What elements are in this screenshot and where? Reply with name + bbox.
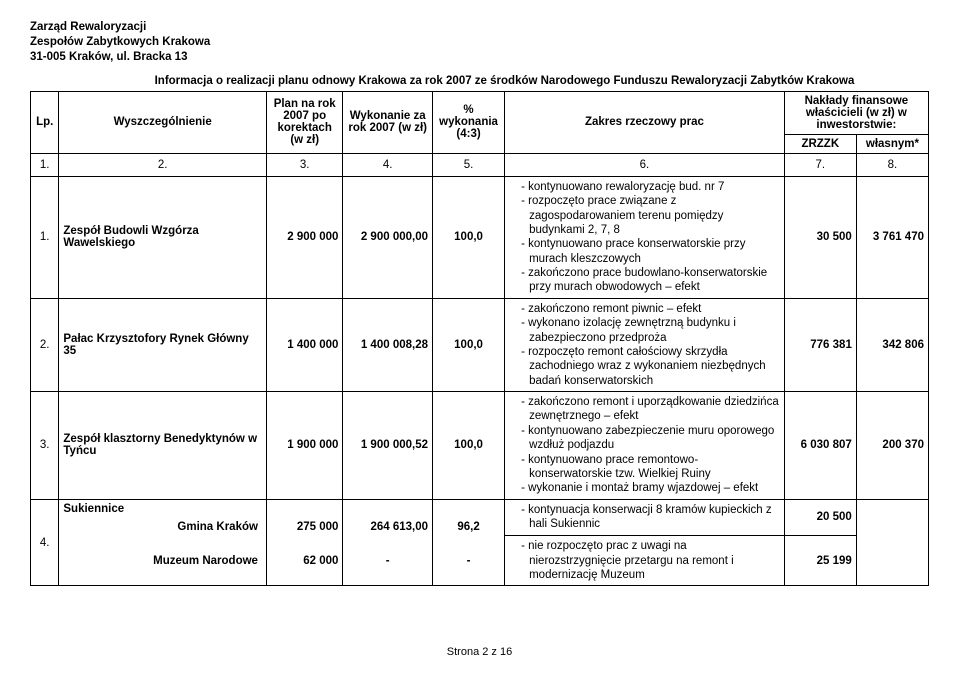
- empty-cell: [343, 499, 433, 518]
- row-name: Zespół klasztorny Benedyktynów w Tyńcu: [59, 392, 267, 500]
- col-lp: Lp.: [31, 91, 59, 153]
- zakres-item: - kontynuowano zabezpieczenie muru oporo…: [521, 424, 780, 453]
- zakres-item: - wykonano izolację zewnętrzną budynku i…: [521, 316, 780, 345]
- row-lp: 4.: [31, 499, 59, 586]
- numcol-3: 3.: [266, 153, 342, 176]
- row-pct: 100,0: [433, 176, 505, 298]
- col-zakres: Zakres rzeczowy prac: [505, 91, 785, 153]
- page-footer: Strona 2 z 16: [30, 646, 929, 658]
- row-zrzzk: 25 199: [784, 536, 856, 586]
- row-zakres: - kontynuowano rewaloryzację bud. nr 7 -…: [505, 176, 785, 298]
- zakres-item: - zakończono remont piwnic – efekt: [521, 302, 780, 316]
- numcol-4: 4.: [343, 153, 433, 176]
- col-zrzzk: ZRZZK: [784, 134, 856, 153]
- row-plan: 62 000: [266, 536, 342, 586]
- row-pct: 100,0: [433, 298, 505, 391]
- header-line-3: 31-005 Kraków, ul. Bracka 13: [30, 50, 929, 65]
- main-table: Lp. Wyszczególnienie Plan na rok 2007 po…: [30, 91, 929, 587]
- row-zakres: - zakończono remont piwnic – efekt - wyk…: [505, 298, 785, 391]
- row-pct: 100,0: [433, 392, 505, 500]
- col-naklady: Nakłady finansowe właścicieli (w zł) w i…: [784, 91, 928, 134]
- zakres-item: - kontynuowano prace remontowo-konserwat…: [521, 453, 780, 482]
- numcol-7: 7.: [784, 153, 856, 176]
- table-row: 4. Sukiennice - kontynuacja konserwacji …: [31, 499, 929, 518]
- row-name: Sukiennice: [59, 499, 267, 518]
- zakres-item: - kontynuacja konserwacji 8 kramów kupie…: [521, 503, 780, 532]
- row-wyk: 1 400 008,28: [343, 298, 433, 391]
- row-lp: 1.: [31, 176, 59, 298]
- row-wyk: 1 900 000,52: [343, 392, 433, 500]
- header-line-2: Zespołów Zabytkowych Krakowa: [30, 35, 929, 50]
- empty-cell: [266, 499, 342, 518]
- col-pct: % wykonania (4:3): [433, 91, 505, 153]
- col-plan: Plan na rok 2007 po korektach (w zł): [266, 91, 342, 153]
- row-pct: 96,2: [433, 518, 505, 536]
- row-pct: -: [433, 536, 505, 586]
- row-zakres: - kontynuacja konserwacji 8 kramów kupie…: [505, 499, 785, 536]
- org-header: Zarząd Rewaloryzacji Zespołów Zabytkowyc…: [30, 20, 929, 65]
- zakres-item: - wykonanie i montaż bramy wjazdowej – e…: [521, 481, 780, 495]
- row-lp: 2.: [31, 298, 59, 391]
- numcol-8: 8.: [856, 153, 928, 176]
- sub-label: Gmina Kraków: [59, 518, 267, 536]
- row-zakres: - zakończono remont i uporządkowanie dzi…: [505, 392, 785, 500]
- row-wyk: -: [343, 536, 433, 586]
- row-wlasnym: 342 806: [856, 298, 928, 391]
- row-plan: 2 900 000: [266, 176, 342, 298]
- numcol-6: 6.: [505, 153, 785, 176]
- row-wyk: 264 613,00: [343, 518, 433, 536]
- document-title: Informacja o realizacji planu odnowy Kra…: [30, 75, 929, 87]
- zakres-item: - nie rozpoczęto prac z uwagi na nierozs…: [521, 539, 780, 582]
- numcol-2: 2.: [59, 153, 267, 176]
- col-wlasnym: własnym*: [856, 134, 928, 153]
- table-row: 1. Zespół Budowli Wzgórza Wawelskiego 2 …: [31, 176, 929, 298]
- row-name: Pałac Krzysztofory Rynek Główny 35: [59, 298, 267, 391]
- row-lp: 3.: [31, 392, 59, 500]
- zakres-item: - kontynuowano rewaloryzację bud. nr 7: [521, 180, 780, 194]
- empty-cell: [433, 499, 505, 518]
- row-name: Zespół Budowli Wzgórza Wawelskiego: [59, 176, 267, 298]
- zakres-item: - rozpoczęto prace związane z zagospodar…: [521, 194, 780, 237]
- table-row: 2. Pałac Krzysztofory Rynek Główny 35 1 …: [31, 298, 929, 391]
- row-plan: 275 000: [266, 518, 342, 536]
- row-wlasnym: 3 761 470: [856, 176, 928, 298]
- sub-label: Muzeum Narodowe: [59, 536, 267, 586]
- row-plan: 1 400 000: [266, 298, 342, 391]
- table-row: Muzeum Narodowe 62 000 - - - nie rozpocz…: [31, 536, 929, 586]
- numcol-1: 1.: [31, 153, 59, 176]
- row-plan: 1 900 000: [266, 392, 342, 500]
- row-zrzzk: 776 381: [784, 298, 856, 391]
- zakres-item: - rozpoczęto remont całościowy skrzydła …: [521, 345, 780, 388]
- header-line-1: Zarząd Rewaloryzacji: [30, 20, 929, 35]
- row-zakres: - nie rozpoczęto prac z uwagi na nierozs…: [505, 536, 785, 586]
- empty-cell: [856, 499, 928, 586]
- numcol-5: 5.: [433, 153, 505, 176]
- table-row: 3. Zespół klasztorny Benedyktynów w Tyńc…: [31, 392, 929, 500]
- row-zrzzk: 30 500: [784, 176, 856, 298]
- zakres-item: - zakończono prace budowlano-konserwator…: [521, 266, 780, 295]
- row-wyk: 2 900 000,00: [343, 176, 433, 298]
- row-wlasnym: 200 370: [856, 392, 928, 500]
- row-zrzzk: 20 500: [784, 499, 856, 536]
- zakres-item: - zakończono remont i uporządkowanie dzi…: [521, 395, 780, 424]
- col-wysz: Wyszczególnienie: [59, 91, 267, 153]
- zakres-item: - kontynuowano prace konserwatorskie prz…: [521, 237, 780, 266]
- col-wyk: Wykonanie za rok 2007 (w zł): [343, 91, 433, 153]
- row-zrzzk: 6 030 807: [784, 392, 856, 500]
